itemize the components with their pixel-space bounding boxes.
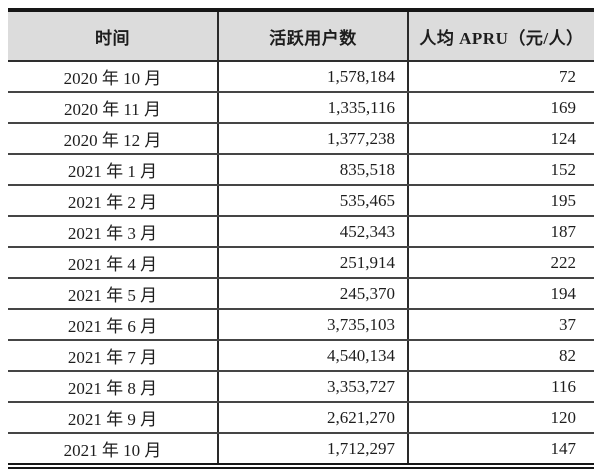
table-row: 2020 年 12 月 1,377,238 124 bbox=[8, 123, 594, 155]
table-row: 2021 年 5 月 245,370 194 bbox=[8, 278, 594, 310]
cell-arpu: 152 bbox=[408, 154, 594, 186]
cell-arpu: 72 bbox=[408, 61, 594, 93]
cell-time: 2021 年 3 月 bbox=[8, 216, 219, 248]
table-row: 2021 年 7 月 4,540,134 82 bbox=[8, 340, 594, 372]
table-row: 2021 年 8 月 3,353,727 116 bbox=[8, 371, 594, 403]
monthly-metrics-table: 时间 活跃用户数 人均 APRU（元/人） 2020 年 10 月 1,578,… bbox=[8, 8, 594, 469]
cell-arpu: 124 bbox=[408, 123, 594, 155]
cell-active-users: 535,465 bbox=[218, 185, 409, 217]
cell-arpu: 194 bbox=[408, 278, 594, 310]
col-header-active-users: 活跃用户数 bbox=[218, 10, 409, 62]
cell-active-users: 835,518 bbox=[218, 154, 409, 186]
cell-active-users: 245,370 bbox=[218, 278, 409, 310]
cell-time: 2021 年 8 月 bbox=[8, 371, 219, 403]
cell-time: 2020 年 12 月 bbox=[8, 123, 219, 155]
table-body: 2020 年 10 月 1,578,184 72 2020 年 11 月 1,3… bbox=[8, 61, 594, 466]
table-row: 2021 年 10 月 1,712,297 147 bbox=[8, 433, 594, 466]
cell-active-users: 1,578,184 bbox=[218, 61, 409, 93]
table-row: 2021 年 2 月 535,465 195 bbox=[8, 185, 594, 217]
col-header-arpu: 人均 APRU（元/人） bbox=[408, 10, 594, 62]
cell-active-users: 1,712,297 bbox=[218, 433, 409, 466]
table-row: 2020 年 11 月 1,335,116 169 bbox=[8, 92, 594, 124]
cell-active-users: 4,540,134 bbox=[218, 340, 409, 372]
cell-active-users: 1,377,238 bbox=[218, 123, 409, 155]
table-row: 2021 年 6 月 3,735,103 37 bbox=[8, 309, 594, 341]
cell-arpu: 82 bbox=[408, 340, 594, 372]
cell-time: 2021 年 6 月 bbox=[8, 309, 219, 341]
col-header-time: 时间 bbox=[8, 10, 219, 62]
cell-active-users: 3,353,727 bbox=[218, 371, 409, 403]
table-row: 2021 年 9 月 2,621,270 120 bbox=[8, 402, 594, 434]
cell-arpu: 169 bbox=[408, 92, 594, 124]
cell-arpu: 37 bbox=[408, 309, 594, 341]
table-row: 2020 年 10 月 1,578,184 72 bbox=[8, 61, 594, 93]
cell-arpu: 147 bbox=[408, 433, 594, 466]
cell-active-users: 1,335,116 bbox=[218, 92, 409, 124]
cell-time: 2020 年 10 月 bbox=[8, 61, 219, 93]
cell-time: 2020 年 11 月 bbox=[8, 92, 219, 124]
cell-arpu: 120 bbox=[408, 402, 594, 434]
table-row: 2021 年 4 月 251,914 222 bbox=[8, 247, 594, 279]
cell-active-users: 2,621,270 bbox=[218, 402, 409, 434]
cell-arpu: 222 bbox=[408, 247, 594, 279]
cell-time: 2021 年 9 月 bbox=[8, 402, 219, 434]
cell-time: 2021 年 10 月 bbox=[8, 433, 219, 466]
table-row: 2021 年 3 月 452,343 187 bbox=[8, 216, 594, 248]
cell-time: 2021 年 1 月 bbox=[8, 154, 219, 186]
cell-time: 2021 年 7 月 bbox=[8, 340, 219, 372]
cell-time: 2021 年 4 月 bbox=[8, 247, 219, 279]
header-row: 时间 活跃用户数 人均 APRU（元/人） bbox=[8, 10, 594, 62]
cell-active-users: 452,343 bbox=[218, 216, 409, 248]
table-row: 2021 年 1 月 835,518 152 bbox=[8, 154, 594, 186]
cell-time: 2021 年 5 月 bbox=[8, 278, 219, 310]
cell-arpu: 116 bbox=[408, 371, 594, 403]
cell-active-users: 251,914 bbox=[218, 247, 409, 279]
cell-arpu: 195 bbox=[408, 185, 594, 217]
cell-time: 2021 年 2 月 bbox=[8, 185, 219, 217]
cell-arpu: 187 bbox=[408, 216, 594, 248]
cell-active-users: 3,735,103 bbox=[218, 309, 409, 341]
